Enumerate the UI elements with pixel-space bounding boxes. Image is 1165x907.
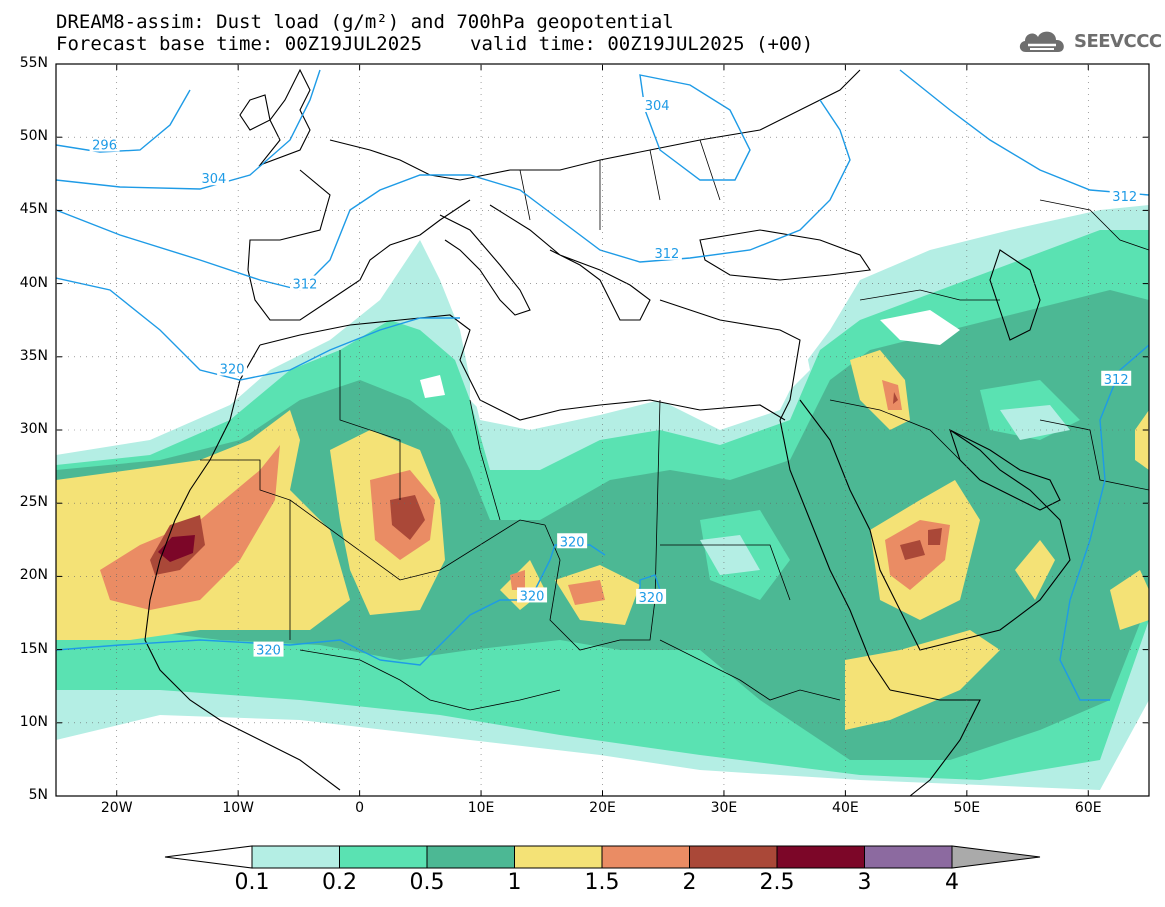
contour-320-west [56, 277, 460, 381]
cloud-icon [1019, 31, 1064, 52]
contour-label: 312 [293, 278, 318, 293]
lon-tick-50E: 50E [953, 800, 981, 816]
lon-tick-60E: 60E [1074, 800, 1102, 816]
colorbar-box [514, 845, 603, 869]
chart-title: DREAM8-assim: Dust load (g/m²) and 700hP… [56, 11, 674, 33]
colorbar-box [426, 845, 515, 869]
colorbar-label: 3 [857, 870, 872, 895]
lon-tick-10E: 10E [467, 800, 495, 816]
lat-tick-10N: 10N [19, 713, 48, 730]
lat-tick-40N: 40N [19, 274, 48, 291]
lon-tick-20E: 20E [589, 800, 616, 816]
colorbar-over [951, 845, 1041, 869]
contour-320-sahel [56, 544, 606, 666]
contour-label: 320 [256, 644, 281, 659]
contour-labels: 296 304 312 320 320 320 320 320 304 312 312 312 [89, 96, 1140, 659]
colorbar-box [864, 845, 953, 869]
contour-label-bg [289, 275, 320, 291]
contour-312-south-east [1059, 344, 1149, 701]
dust-shading [56, 205, 1149, 790]
contour-label-bg [1109, 187, 1140, 203]
contour-label: 312 [1112, 190, 1137, 205]
lat-tick-30N: 30N [19, 421, 48, 437]
colorbar-label: 2 [682, 870, 697, 895]
lat-tick-35N: 35N [19, 347, 48, 364]
lat-tick-55N: 55N [19, 55, 48, 71]
contour-304-west [56, 69, 321, 190]
contour-label-bg [1101, 370, 1132, 386]
contour-312-east [899, 69, 1149, 196]
contour-label-bg [517, 587, 548, 603]
contour-296 [56, 89, 191, 153]
colorbar-label: 1.5 [584, 870, 620, 895]
grid-lines [56, 64, 1149, 796]
contour-label-bg [253, 641, 284, 657]
contour-label-bg [642, 96, 673, 112]
contour-label-bg [557, 533, 588, 549]
colorbar-label: 0.1 [234, 870, 270, 895]
dust-level-2.5 [158, 535, 195, 562]
contour-label-bg [217, 360, 248, 376]
lon-tick-0: 0 [355, 800, 365, 816]
colorbar-label: 0.5 [409, 870, 445, 895]
contour-304-east [639, 74, 751, 181]
contour-label-bg [89, 136, 120, 152]
coastlines [144, 68, 1149, 796]
contour-label-bg [651, 244, 682, 260]
contour-label: 320 [520, 589, 545, 604]
lat-tick-50N: 50N [19, 128, 48, 145]
lon-tick-30E: 30E [710, 800, 738, 816]
colorbar-label: 2.5 [759, 870, 795, 895]
valid-time: valid time: 00Z19JUL2025 (+00) [470, 33, 814, 55]
lat-tick-5N: 5N [28, 787, 48, 803]
lat-tick-45N: 45N [19, 201, 48, 218]
colorbar-box [339, 845, 428, 869]
contour-label: 320 [220, 363, 245, 378]
contour-label: 304 [645, 99, 670, 114]
base-time: Forecast base time: 00Z19JUL2025 [56, 33, 423, 55]
contour-label-bg [636, 588, 667, 604]
contour-label: 320 [639, 591, 664, 606]
colorbar-label: 0.2 [322, 870, 357, 895]
contour-312-west [56, 99, 851, 291]
lon-tick-10W: 10W [222, 800, 254, 816]
colorbar-under [164, 845, 253, 869]
contour-label: 304 [201, 172, 226, 187]
lon-tick-20W: 20W [100, 800, 133, 816]
colorbar-box [601, 845, 690, 869]
contour-label: 320 [560, 535, 585, 550]
contour-label: 312 [1104, 373, 1129, 388]
lat-tick-20N: 20N [19, 567, 48, 584]
colorbar-label: 1 [507, 870, 522, 895]
seevccc-logo: SEEVCCC [1016, 26, 1162, 56]
logo-text: SEEVCCC [1074, 30, 1162, 52]
colorbar-label: 4 [945, 870, 959, 895]
lon-tick-40E: 40E [832, 800, 859, 816]
colorbar-box [689, 845, 778, 869]
contour-label-bg [198, 170, 229, 186]
lat-tick-15N: 15N [19, 640, 48, 657]
contour-label: 312 [654, 247, 679, 262]
colorbar-box [776, 845, 865, 869]
chart-subtitle: Forecast base time: 00Z19JUL2025 valid ti… [56, 34, 813, 54]
lat-tick-25N: 25N [19, 494, 48, 511]
contour-label: 296 [92, 139, 117, 154]
colorbar-box [251, 845, 340, 869]
geopotential-contours [56, 69, 1149, 701]
clean-air [420, 310, 960, 420]
